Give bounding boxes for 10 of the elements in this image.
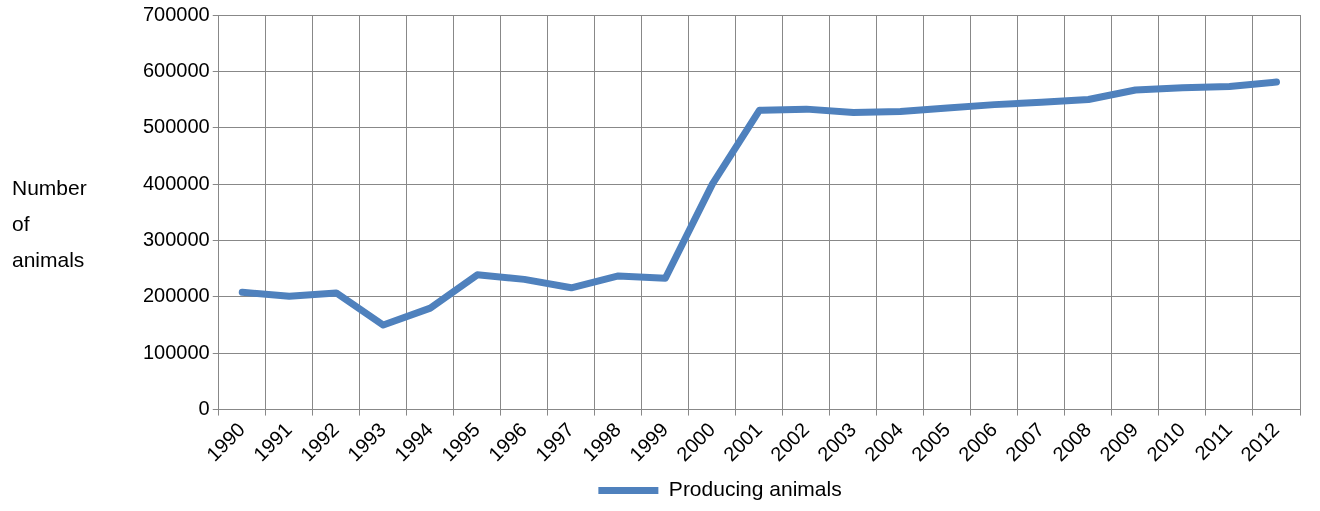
y-tick-label: 700000 [142,2,210,25]
y-tick-label: 200000 [142,284,210,307]
y-tick-label: 600000 [142,58,210,81]
y-tick-label: 500000 [142,115,210,138]
y-tick-label: 400000 [142,171,210,194]
y-tick-label: 0 [198,397,210,420]
y-tick-label: 100000 [142,340,210,363]
legend-label: Producing animals [668,477,842,501]
y-axis-title: Number of animals [12,175,88,273]
y-tick-label: 300000 [142,227,210,250]
